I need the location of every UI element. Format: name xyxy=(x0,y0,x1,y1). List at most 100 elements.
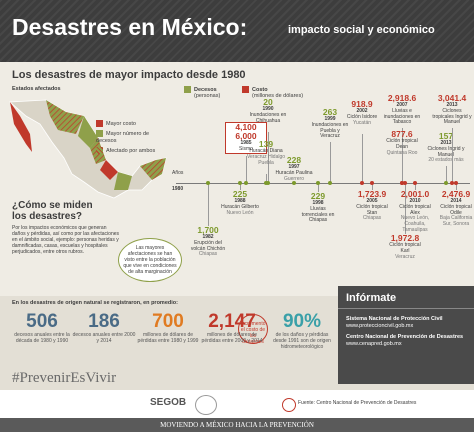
event-year: 2013 xyxy=(446,102,458,108)
event: 2,918.6 2007 Lluvias e inundaciones en Tab… xyxy=(382,94,422,126)
event-name: Ciclón Isidore xyxy=(346,113,378,120)
event-value: 4,100 xyxy=(235,122,257,132)
event-place: Nuevo León xyxy=(226,209,254,216)
axis-dot xyxy=(238,181,242,185)
link-url[interactable]: www.cenapred.gob.mx xyxy=(346,340,402,347)
event-name: Lluvias torrenciales en Chiapas xyxy=(301,205,335,224)
event-year: 2002 xyxy=(356,108,368,114)
stat: 2,147 millones de dólares de pérdidas ent… xyxy=(200,311,264,345)
event-name: Ciclón tropical Stan xyxy=(356,203,388,216)
logo-band: SEGOB Fuente: Centro Nacional de Prevenc… xyxy=(0,390,474,418)
event-year: 2013 xyxy=(440,140,452,146)
event-year: 1997 xyxy=(288,164,300,170)
event-name: Ciclón tropical Karl xyxy=(389,242,421,254)
axis-dot xyxy=(370,181,374,185)
event-value: 877.6 xyxy=(391,129,413,139)
link-url[interactable]: www.proteccioncivil.gob.mx xyxy=(346,322,414,329)
stat-value: 2,147 xyxy=(208,311,256,332)
event-year: 2005 xyxy=(366,198,378,204)
connector xyxy=(318,183,319,192)
event-name: Inundaciones en Chihuahua xyxy=(249,111,287,124)
connector xyxy=(456,183,457,190)
event-name: Huracán Paulina xyxy=(275,169,313,176)
event-value: 918.9 xyxy=(351,99,373,109)
state-deaths xyxy=(78,116,98,148)
event-name: Ciclones Ingrid y Manuel xyxy=(427,145,465,158)
event-year: 1999 xyxy=(324,116,336,122)
axis-start: 1980 xyxy=(172,186,184,192)
legend-item: Afectado por ambos xyxy=(96,147,168,155)
axis-label: Años xyxy=(172,170,184,176)
timeline-axis xyxy=(176,183,470,184)
connector xyxy=(452,128,453,183)
legend-label: Afectado por ambos xyxy=(106,148,156,155)
event-place: Nuevo León, Coahuila, Tamaulipas xyxy=(400,215,430,233)
stat: 186 decesos anuales entre 2000 y 2014 xyxy=(72,311,136,345)
event-value: 229 xyxy=(310,191,326,201)
event-value: 1,972.8 xyxy=(390,233,420,243)
event-place: Veracruz xyxy=(395,253,415,260)
event-place: Chiapas xyxy=(198,251,218,258)
legend-unit: (personas) xyxy=(194,93,221,100)
stat-text: de los daños y pérdidas desde 1991 son d… xyxy=(273,332,331,350)
axis-dot xyxy=(328,181,332,185)
source: Fuente: Centro Nacional de Prevención de… xyxy=(298,400,417,406)
stat: 90% de los daños y pérdidas desde 1991 so… xyxy=(270,312,334,351)
event: 139 Huracán Diana Veracruz Hidalgo Puebla xyxy=(246,140,286,166)
connector xyxy=(208,183,209,226)
event-name: Huracán Diana xyxy=(249,148,283,154)
connector xyxy=(240,183,241,190)
stat-value: 186 xyxy=(88,311,120,332)
info-link: Sistema Nacional de Protección Civil www… xyxy=(346,316,443,329)
connector xyxy=(402,128,403,183)
stat: 700 millones de dólares de pérdidas entre… xyxy=(136,312,200,345)
stats-title: En los desastres de origen natural se re… xyxy=(12,300,178,306)
event-place: Quintana Roo xyxy=(386,149,418,156)
event: 1,723.9 2005 Ciclón tropical Stan Chiapas xyxy=(352,190,392,222)
event-name: Ciclón tropical Odile xyxy=(440,203,472,216)
event-name: Erupción del volcán Chichón xyxy=(190,239,226,252)
event-place: Guerrero xyxy=(283,175,304,182)
stat-text: millones de dólares de pérdidas entre 20… xyxy=(201,332,263,344)
event-value: 1,700 xyxy=(197,225,219,235)
timeline-legend: Costo (millones de dólares) xyxy=(242,86,303,100)
event: 877.6 Ciclón tropical Dean Quintana Roo xyxy=(382,130,422,156)
connector xyxy=(372,183,373,190)
info-link: Centro Nacional de Prevención de Desastr… xyxy=(346,334,463,347)
event: 225 1988 Huracán Gilberto Nuevo León xyxy=(220,190,260,216)
event-name: Ciclones tropicales Ingrid y Manuel xyxy=(432,107,472,126)
event: 263 1999 Inundaciones en Puebla y Veracruz xyxy=(310,108,350,140)
event: 1,972.8 Ciclón tropical Karl Veracruz xyxy=(385,234,425,260)
logo: SEGOB xyxy=(150,397,187,408)
event-name: Lluvias e inundaciones en Tabasco xyxy=(383,107,421,126)
event-value: 225 xyxy=(232,189,248,199)
footer: MOVIENDO A MÉXICO HACIA LA PREVENCIÓN xyxy=(0,418,474,432)
connector xyxy=(330,142,331,183)
event-name: Inundaciones en Puebla y Veracruz xyxy=(311,121,349,140)
event-value: 1,723.9 xyxy=(357,189,387,199)
legend-label: Decesos xyxy=(194,86,217,93)
event-value: 228 xyxy=(286,155,302,165)
bubble: Las mayores afectaciones se han visto en… xyxy=(118,238,182,282)
event-value: 2,918.6 xyxy=(387,93,417,103)
event: 229 1998 Lluvias torrenciales en Chiapas xyxy=(298,192,338,224)
connector xyxy=(246,156,247,183)
axis-dot xyxy=(413,181,417,185)
title: Desastres en México: xyxy=(12,14,248,40)
stat-text: decesos anuales entre la década de 1980 … xyxy=(14,332,70,344)
event-value: 2,476.9 xyxy=(441,189,471,199)
event-year: 1982 xyxy=(202,234,214,240)
event-value: 6,000 xyxy=(235,131,257,141)
event: 918.9 2002 Ciclón Isidore Yucatán xyxy=(342,100,382,126)
event: 4,100 6,000 1985 Sismo xyxy=(225,122,267,154)
event-name: Huracán Gilberto xyxy=(221,203,259,210)
info-title: Infórmate xyxy=(346,292,397,304)
axis-dot xyxy=(292,181,296,185)
connector xyxy=(415,183,416,190)
legend-label: Costo xyxy=(252,86,268,93)
stat-text: decesos anuales entre 2000 y 2014 xyxy=(72,332,136,344)
axis-dot xyxy=(206,181,210,185)
event-year: 1998 xyxy=(312,200,324,206)
event-value: 2,001.0 xyxy=(400,189,430,199)
state-cost xyxy=(100,160,118,180)
